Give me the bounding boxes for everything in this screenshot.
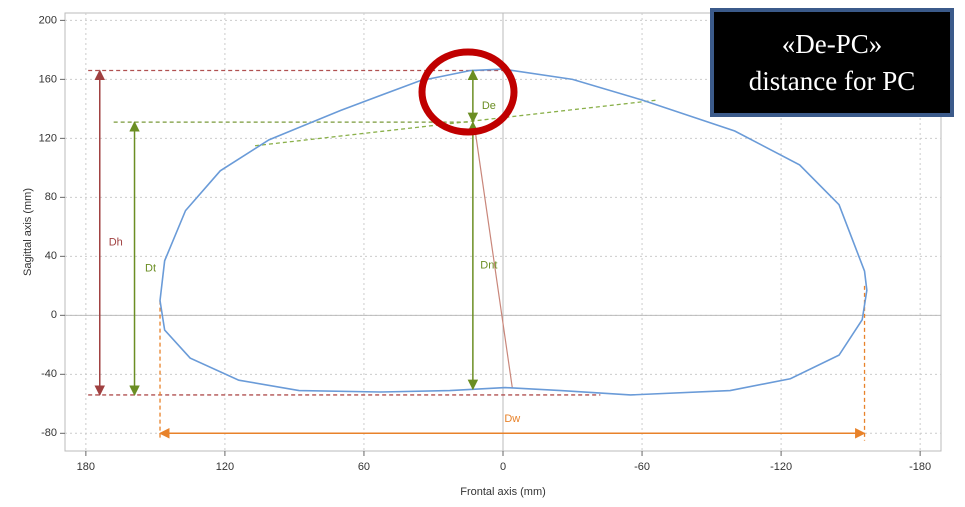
y-tick-label: 0 [51, 309, 57, 321]
x-tick-label: -120 [770, 461, 792, 473]
y-tick-label: 40 [45, 250, 57, 262]
measurement-label: Dt [145, 262, 156, 274]
y-tick-label: 80 [45, 191, 57, 203]
y-tick-label: 120 [39, 132, 57, 144]
measurement-label: De [482, 100, 496, 112]
link-line [474, 130, 513, 388]
y-tick-label: 200 [39, 14, 57, 26]
y-tick-label: -40 [41, 368, 57, 380]
x-tick-label: 0 [500, 461, 506, 473]
x-tick-label: 120 [216, 461, 234, 473]
x-tick-label: 60 [358, 461, 370, 473]
measurement-label: Dw [504, 413, 520, 425]
highlight-circle [418, 48, 518, 136]
y-axis-label: Sagittal axis (mm) [22, 188, 34, 276]
y-tick-label: 160 [39, 73, 57, 85]
callout-box [710, 8, 954, 117]
guide-line [254, 99, 659, 147]
x-axis-label: Frontal axis (mm) [460, 486, 546, 498]
callout-text: distance for PC [749, 66, 915, 96]
measurement-label: Dh [109, 237, 123, 249]
x-tick-label: -180 [909, 461, 931, 473]
measurement-label: Dnt [480, 260, 497, 272]
callout-text: «De-PC» [782, 29, 883, 59]
x-tick-label: -60 [634, 461, 650, 473]
y-tick-label: -80 [41, 427, 57, 439]
x-tick-label: 180 [77, 461, 95, 473]
